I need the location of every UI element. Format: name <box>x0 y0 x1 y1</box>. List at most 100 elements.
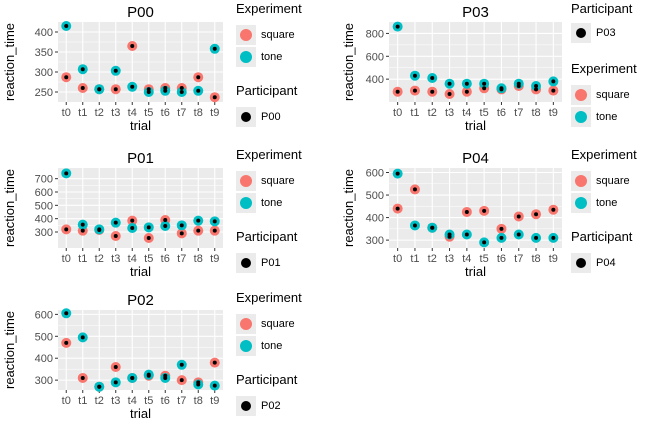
x-tick-label: t0 <box>62 253 71 265</box>
point-participant <box>64 311 69 316</box>
point-participant <box>163 218 168 222</box>
chart-panel-p02: 300 400 500 600 t0 t1 t2 t3 t4 t5 t6 t7 t8 t9 P02 trial… <box>0 290 235 433</box>
x-tick-label: t8 <box>194 253 203 265</box>
x-tick-label: t5 <box>480 253 489 265</box>
legend-label: tone <box>596 111 618 123</box>
legend-label: square <box>261 318 295 330</box>
legend-key <box>236 193 256 213</box>
chart-title: P04 <box>462 150 489 167</box>
legend-swatch-participant <box>576 28 586 38</box>
x-tick-label: t5 <box>144 395 153 407</box>
x-tick-label: t6 <box>497 107 506 119</box>
point-participant <box>430 225 435 230</box>
y-tick-label: 400 <box>366 74 384 86</box>
chart-svg-p00: 250 300 350 400 t0 t1 t2 t3 t4 t5 t6 t7 t8 t9 P00 trial… <box>2 4 223 133</box>
x-tick-label: t7 <box>177 253 186 265</box>
x-tick-label: t2 <box>95 107 104 119</box>
y-tick-label: 500 <box>35 200 53 212</box>
point-participant <box>534 212 539 217</box>
y-tick-label: 350 <box>35 47 53 59</box>
legend-key <box>236 314 256 334</box>
point-participant <box>430 76 435 80</box>
point-participant <box>482 86 487 91</box>
x-axis-label: trial <box>130 264 151 279</box>
point-participant <box>551 79 556 84</box>
chart-svg-p03: 400 600 800 t0 t1 t2 t3 t4 t5 t6 t7 t8 t9 P03 trial rea… <box>341 4 562 133</box>
legend-swatch-participant <box>241 112 251 122</box>
point-participant <box>212 228 217 233</box>
point-participant <box>196 88 201 93</box>
legend-item-tone: tone <box>571 193 617 213</box>
point-participant <box>80 375 85 380</box>
y-tick-label: 600 <box>366 168 384 180</box>
legend-p04: Experiment square tone Participant P04 <box>571 147 671 287</box>
x-tick-label: t7 <box>177 395 186 407</box>
x-tick-label: t4 <box>128 253 137 265</box>
x-tick-label: t2 <box>428 253 437 265</box>
legend-title-experiment: Experiment <box>571 61 637 76</box>
point-participant <box>212 383 217 388</box>
x-tick-label: t4 <box>128 107 137 119</box>
legend-label: square <box>261 29 295 41</box>
x-tick-label: t0 <box>62 107 71 119</box>
point-participant <box>212 95 217 100</box>
x-tick-label: t5 <box>144 107 153 119</box>
legend-key <box>571 193 591 213</box>
y-axis-label: reaction_time <box>341 169 356 247</box>
chart-title: P03 <box>462 4 489 21</box>
x-tick-label: t3 <box>111 395 120 407</box>
legend-key <box>236 107 256 127</box>
x-tick-label: t7 <box>177 107 186 119</box>
x-tick-label: t4 <box>462 253 471 265</box>
point-participant <box>163 224 168 228</box>
point-participant <box>516 81 521 86</box>
y-tick-label: 500 <box>35 331 53 343</box>
point-participant <box>464 232 469 237</box>
point-participant <box>412 88 417 93</box>
chart-panel-p04: 300 400 500 600 t0 t1 t2 t3 t4 t5 t6 t7 t8 t9 P04 trial… <box>339 146 574 294</box>
y-axis-label: reaction_time <box>341 23 356 101</box>
x-tick-label: t2 <box>95 253 104 265</box>
legend-swatch-tone <box>240 51 252 63</box>
y-tick-label: 700 <box>35 174 53 186</box>
legend-title-participant: Participant <box>236 229 298 244</box>
point-participant <box>395 24 400 29</box>
point-participant <box>464 89 469 94</box>
point-participant <box>212 360 217 365</box>
legend-label: square <box>261 175 295 187</box>
point-participant <box>196 75 201 80</box>
point-participant <box>196 382 201 387</box>
legend-swatch-tone <box>240 197 252 209</box>
x-tick-label: t3 <box>445 253 454 265</box>
y-tick-label: 300 <box>35 227 53 239</box>
legend-p03: Participant P03 Experiment square tone <box>571 1 671 141</box>
point-participant <box>551 207 556 212</box>
point-participant <box>80 67 85 72</box>
x-tick-label: t1 <box>78 253 87 265</box>
legend-title-participant: Participant <box>571 229 633 244</box>
legend-label: square <box>596 175 630 187</box>
point-participant <box>534 84 539 88</box>
point-participant <box>212 219 217 224</box>
legend-title-experiment: Experiment <box>571 147 637 162</box>
point-participant <box>179 231 184 236</box>
point-participant <box>395 89 400 94</box>
point-participant <box>80 222 85 227</box>
y-tick-label: 400 <box>366 213 384 225</box>
point-participant <box>146 372 151 377</box>
x-axis-label: trial <box>465 118 486 133</box>
chart-title: P02 <box>127 292 154 309</box>
x-axis-label: trial <box>130 406 151 421</box>
legend-title-experiment: Experiment <box>236 1 302 16</box>
point-participant <box>64 340 69 345</box>
legend-title-experiment: Experiment <box>236 290 302 305</box>
y-tick-label: 500 <box>366 190 384 202</box>
point-participant <box>130 375 135 380</box>
y-axis-label: reaction_time <box>2 311 17 389</box>
y-tick-label: 400 <box>35 27 53 39</box>
chart-title: P01 <box>127 150 154 167</box>
point-participant <box>464 81 469 86</box>
legend-swatch-square <box>575 89 587 101</box>
legend-label: tone <box>261 197 283 209</box>
point-participant <box>97 87 102 92</box>
